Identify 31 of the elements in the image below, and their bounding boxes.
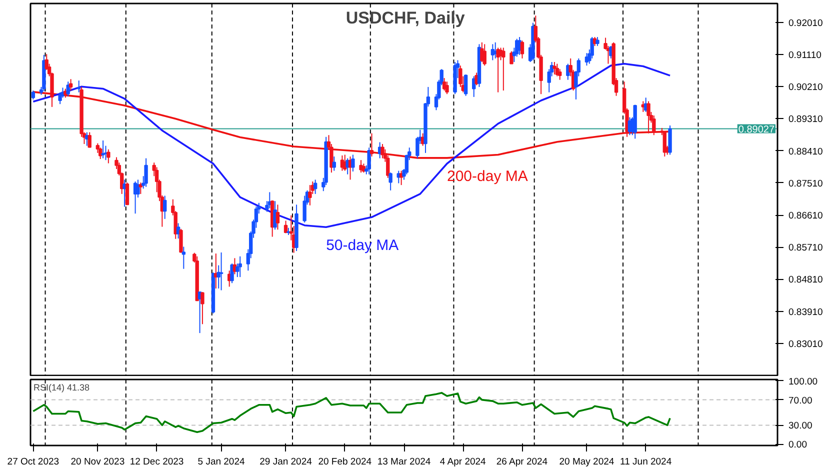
y-tick-label: 70.00: [788, 395, 812, 406]
chart-title: RSI(14) 41.38: [34, 382, 90, 392]
chart-title: USDCHF, Daily: [346, 8, 466, 28]
x-tick-label: 26 Apr 2024: [496, 456, 548, 468]
y-tick-label: 0.91110: [788, 50, 822, 62]
y-tick-label: 0.92010: [788, 18, 823, 29]
x-tick-label: 5 Jan 2024: [198, 456, 245, 468]
y-tick-label: 0.85710: [788, 242, 823, 254]
y-tick-label: 0.84810: [788, 274, 823, 286]
ref-line-label: 0.89027: [738, 124, 775, 136]
y-tick-label: 0.83910: [788, 306, 823, 318]
y-tick-label: 0.00: [788, 440, 807, 451]
y-tick-label: 100.00: [788, 376, 818, 388]
x-tick-label: 20 May 2024: [559, 456, 614, 468]
y-tick-label: 30.00: [788, 420, 812, 432]
annotation: 200-day MA: [446, 168, 528, 185]
x-tick-label: 12 Dec 2023: [130, 456, 184, 468]
annotation: 50-day MA: [326, 237, 399, 254]
x-tick-label: 20 Feb 2024: [318, 456, 372, 468]
x-tick-label: 20 Nov 2023: [70, 456, 125, 468]
y-tick-label: 0.88410: [788, 146, 823, 158]
x-tick-label: 13 Mar 2024: [377, 456, 431, 468]
y-tick-label: 0.87510: [788, 178, 823, 190]
y-tick-label: 0.86610: [788, 210, 823, 222]
x-tick-label: 27 Oct 2023: [7, 456, 60, 468]
x-tick-label: 29 Jan 2024: [260, 456, 312, 468]
y-tick-label: 0.89310: [788, 114, 823, 126]
x-tick-label: 11 Jun 2024: [620, 456, 672, 468]
x-tick-label: 4 Apr 2024: [440, 456, 486, 468]
y-tick-label: 0.90210: [788, 82, 823, 94]
y-tick-label: 0.83010: [788, 338, 823, 350]
